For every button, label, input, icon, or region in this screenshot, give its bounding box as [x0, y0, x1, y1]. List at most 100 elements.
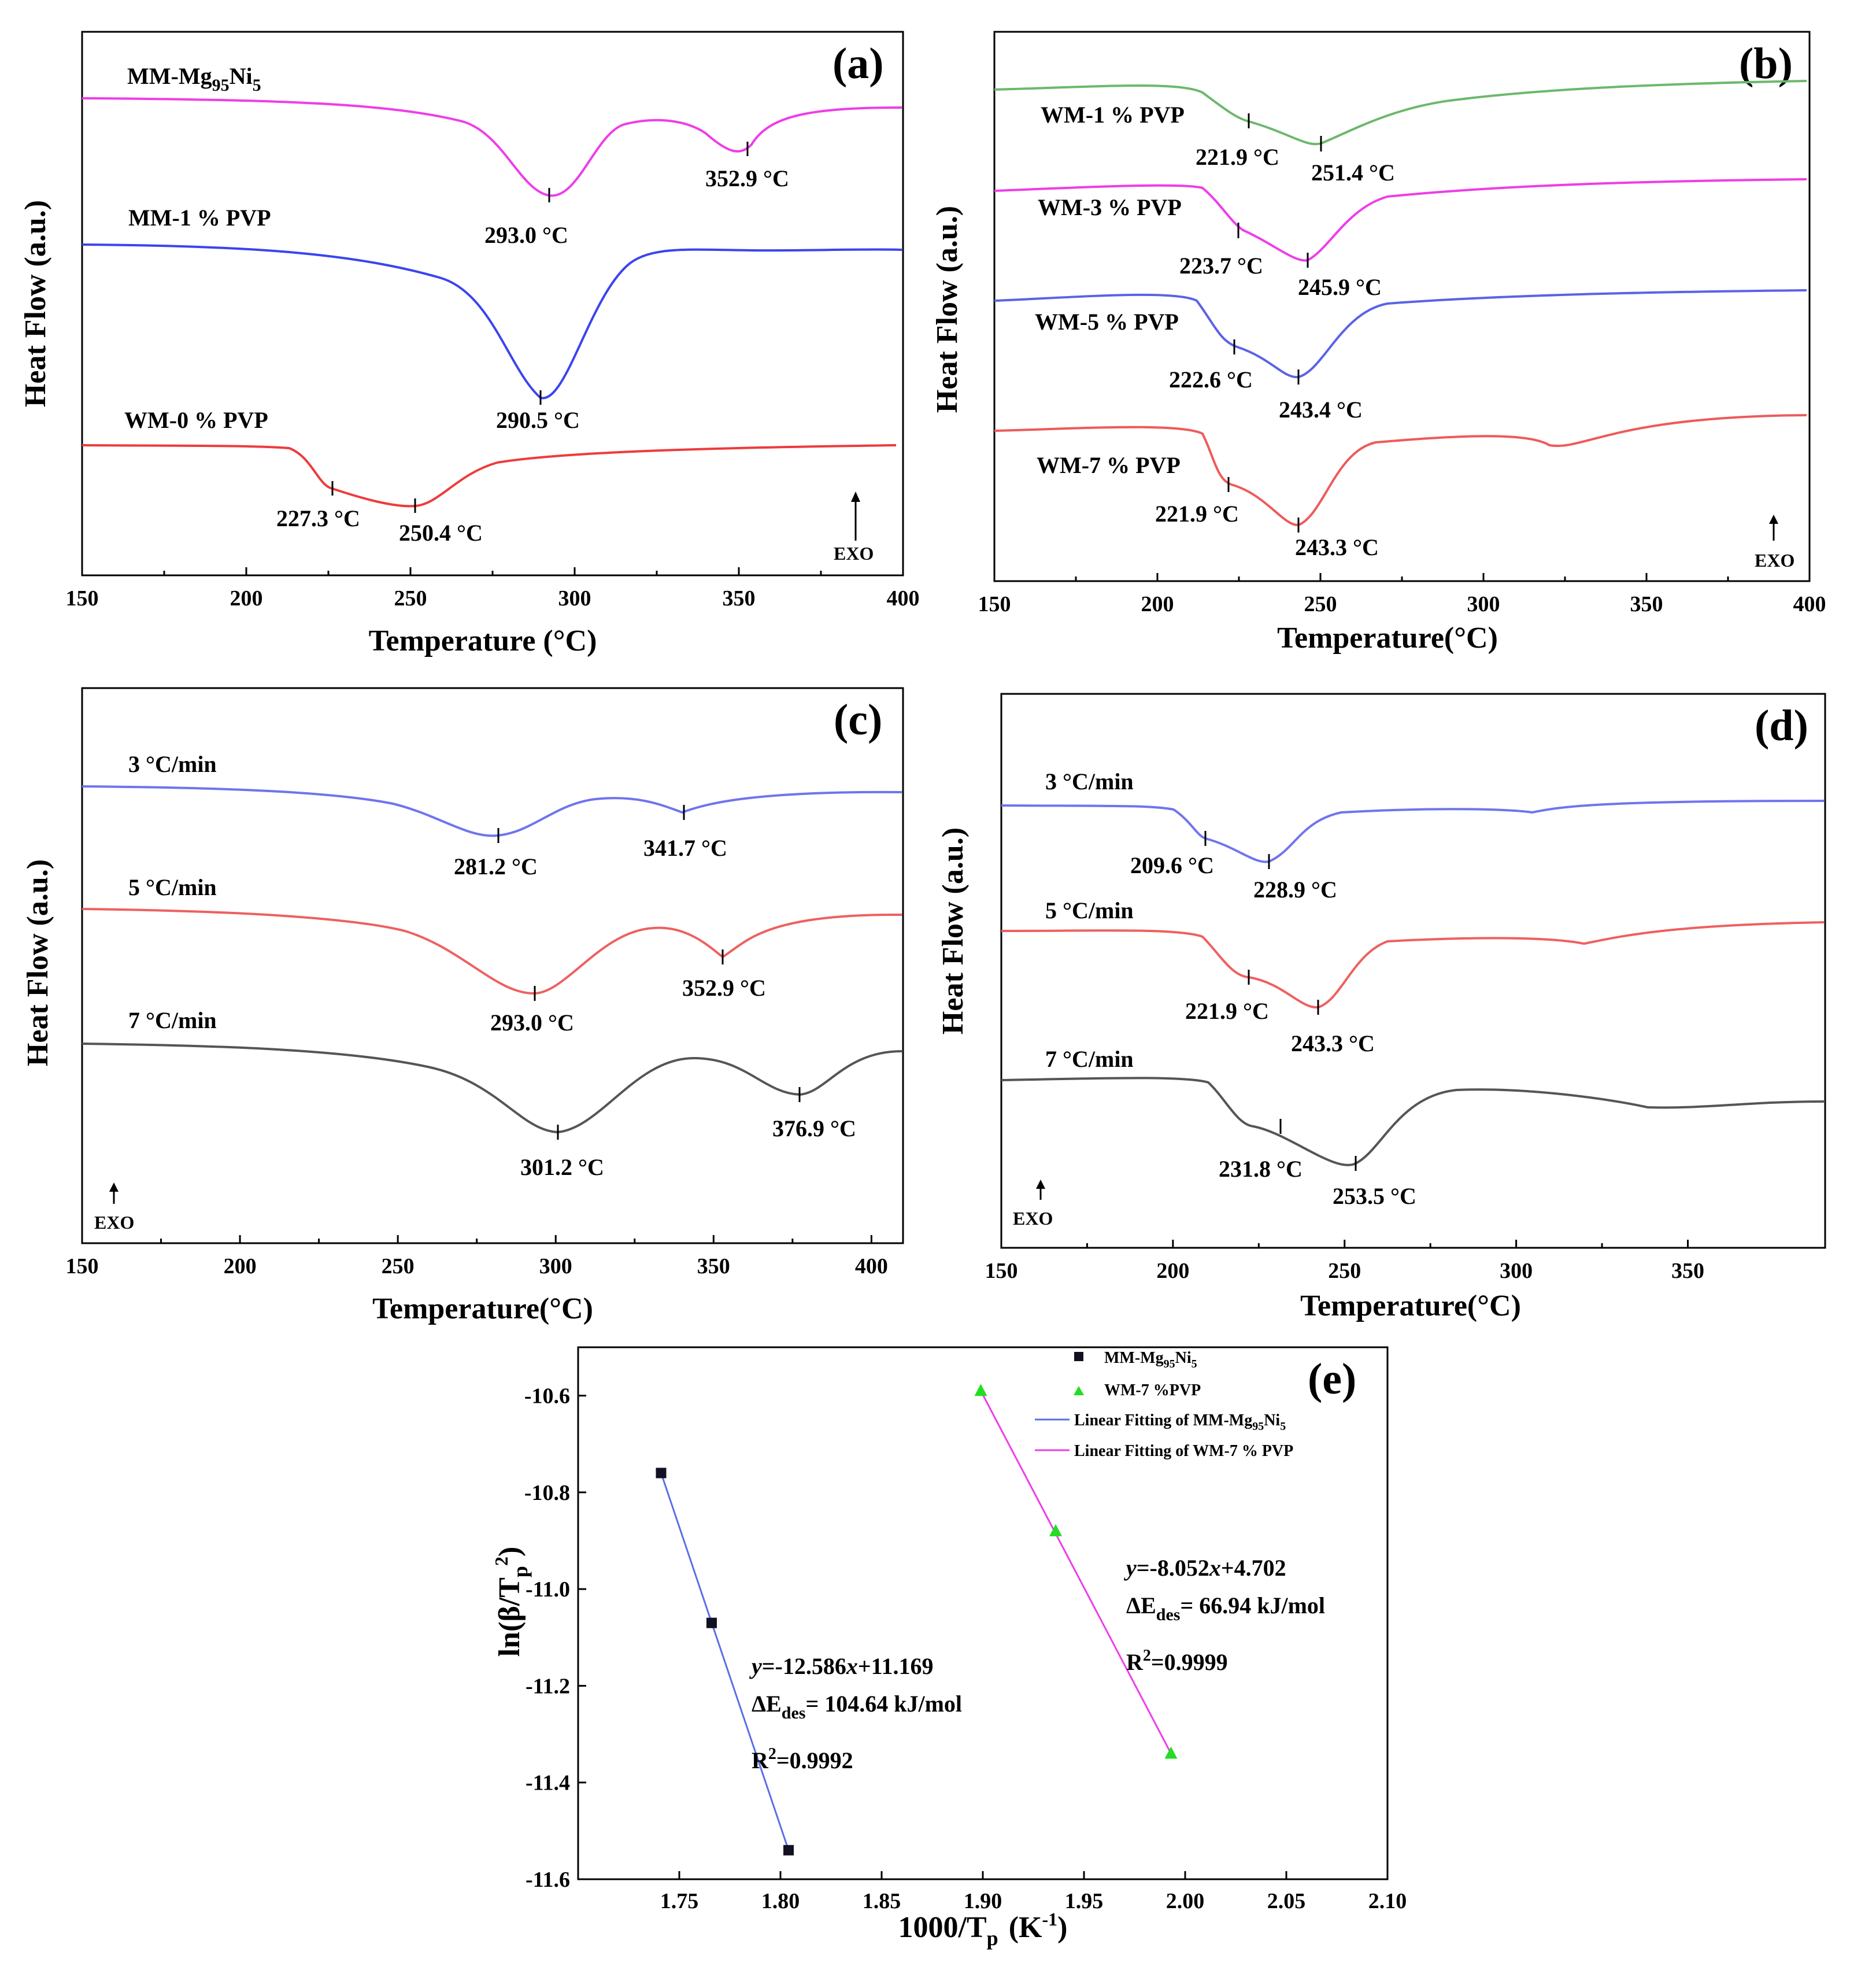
- data-point-square: [783, 1845, 794, 1856]
- peak-label: 222.6 °C: [1169, 367, 1253, 393]
- x-tick-label: 2.00: [1166, 1889, 1205, 1913]
- svg-text:EXO: EXO: [834, 543, 874, 564]
- curve-label-wm-0-pvp: WM-0 % PVP: [124, 407, 268, 433]
- exo-indicator: EXO: [94, 1182, 134, 1233]
- panel-d-x-axis: 150 200 250 300 350: [985, 1240, 1704, 1283]
- panel-d-label: (d): [1755, 701, 1808, 750]
- curve-label-wm-7-pvp: WM-7 % PVP: [1037, 452, 1181, 478]
- x-tick-label: 1.95: [1065, 1889, 1104, 1913]
- fit-annotation-wm: y=-8.052x+4.702 ΔEdes= 66.94 kJ/mol R2=0…: [1124, 1555, 1325, 1675]
- curve-3-c-min: [1001, 800, 1825, 863]
- panel-e-legend: MM-Mg95Ni5 WM-7 %PVP Linear Fitting of M…: [1035, 1349, 1293, 1460]
- x-tick-label: 200: [230, 586, 263, 611]
- x-tick-label: 150: [66, 1254, 99, 1278]
- panel-c-frame: [81, 687, 904, 1244]
- legend-wm-7-pvp: WM-7 %PVP: [1104, 1381, 1201, 1399]
- data-point-triangle: [1049, 1524, 1062, 1536]
- x-tick-label: 250: [1304, 592, 1337, 616]
- panel-c-label: (c): [834, 696, 882, 744]
- peak-label: 281.2 °C: [454, 853, 538, 879]
- x-tick-label: 150: [66, 586, 99, 611]
- peak-label: 228.9 °C: [1253, 877, 1337, 903]
- curve-mm-1-pvp: [82, 243, 902, 400]
- panel-c: (c) 150 200 250 300 350 400 Temperature(°C) H…: [21, 687, 904, 1325]
- svg-text:y=-12.586x+11.169: y=-12.586x+11.169: [749, 1653, 933, 1679]
- x-tick-label: 250: [1328, 1259, 1361, 1283]
- panel-e-fit-lines: [660, 1390, 1172, 1851]
- peak-label: 223.7 °C: [1179, 253, 1263, 279]
- curve-3-c-min: [82, 785, 902, 837]
- exo-indicator: EXO: [834, 491, 874, 564]
- curve-label-7-c-min: 7 °C/min: [1045, 1046, 1134, 1072]
- svg-text:R2=0.9999: R2=0.9999: [1126, 1647, 1228, 1675]
- x-tick-label: 2.10: [1368, 1889, 1407, 1913]
- svg-text:EXO: EXO: [1013, 1208, 1053, 1229]
- panel-c-x-axis: 150 200 250 300 350 400: [66, 1235, 888, 1278]
- svg-text:y=-8.052x+4.702: y=-8.052x+4.702: [1124, 1555, 1286, 1581]
- peak-label: 227.3 °C: [276, 505, 360, 531]
- x-tick-label: 200: [1156, 1259, 1189, 1283]
- curve-wm-7-pvp: [994, 414, 1807, 527]
- panel-b-label: (b): [1739, 39, 1793, 88]
- panel-c-x-axis-label: Temperature(°C): [372, 1292, 593, 1325]
- x-tick-label: 1.90: [964, 1889, 1002, 1913]
- svg-text:EXO: EXO: [1755, 550, 1794, 571]
- y-tick-label: -11.2: [526, 1674, 570, 1698]
- curve-7-c-min: [1001, 1077, 1825, 1166]
- panel-a-frame: [81, 31, 904, 576]
- x-tick-label: 400: [887, 586, 920, 611]
- x-tick-label: 400: [1793, 592, 1826, 616]
- x-tick-label: 350: [723, 586, 756, 611]
- peak-label: 250.4 °C: [399, 520, 483, 546]
- x-tick-label: 250: [394, 586, 427, 611]
- panel-e-x-axis: 1.75 1.80 1.85 1.90 1.95 2.00 2.05 2.10: [660, 1871, 1407, 1913]
- panel-e-label: (e): [1308, 1355, 1356, 1403]
- panel-a: (a) 150 200 250 300 350 400 Temperature (°C) …: [19, 31, 920, 657]
- panel-e-x-axis-label: 1000/Tp (K-1): [898, 1909, 1068, 1950]
- peak-label: 221.9 °C: [1155, 501, 1239, 527]
- panel-b-x-axis: 150 200 250 300 350 400: [978, 573, 1826, 616]
- x-tick-label: 1.85: [863, 1889, 901, 1913]
- x-tick-label: 150: [978, 592, 1011, 616]
- x-tick-label: 2.05: [1267, 1889, 1306, 1913]
- x-tick-label: 250: [382, 1254, 415, 1278]
- peak-label: 376.9 °C: [772, 1115, 856, 1141]
- panel-e-y-axis-label: ln(β/Tp2): [491, 1547, 532, 1657]
- x-tick-label: 300: [1500, 1259, 1533, 1283]
- svg-text:ΔEdes= 104.64 kJ/mol: ΔEdes= 104.64 kJ/mol: [752, 1691, 962, 1723]
- y-tick-label: -11.0: [526, 1577, 570, 1602]
- panel-a-label: (a): [832, 39, 884, 88]
- x-tick-label: 400: [855, 1254, 888, 1278]
- peak-label: 209.6 °C: [1130, 852, 1214, 878]
- peak-label: 221.9 °C: [1196, 144, 1279, 170]
- peak-label: 221.9 °C: [1185, 998, 1269, 1024]
- panel-b-x-axis-label: Temperature(°C): [1277, 622, 1498, 655]
- peak-label: 341.7 °C: [643, 835, 727, 861]
- curve-wm-0-pvp: [82, 444, 897, 508]
- fit-line-1: [980, 1390, 1172, 1754]
- curve-5-c-min: [1001, 921, 1825, 1009]
- y-tick-label: -10.8: [524, 1481, 570, 1505]
- curve-label-5-c-min: 5 °C/min: [128, 874, 217, 900]
- peak-label: 290.5 °C: [496, 407, 580, 433]
- fit-annotation-mm: y=-12.586x+11.169 ΔEdes= 104.64 kJ/mol R…: [749, 1653, 962, 1773]
- fit-line-0: [660, 1472, 790, 1851]
- x-tick-label: 300: [558, 586, 591, 611]
- peak-label: 243.3 °C: [1291, 1030, 1375, 1056]
- panel-c-y-axis-label: Heat Flow (a.u.): [21, 859, 54, 1066]
- curve-label-wm-5-pvp: WM-5 % PVP: [1035, 309, 1179, 335]
- panel-a-x-axis: 150 200 250 300 350 400: [66, 567, 920, 611]
- exo-indicator: EXO: [1755, 515, 1794, 571]
- panel-e-y-axis: -11.6 -11.4 -11.2 -11.0 -10.8 -10.6: [524, 1384, 586, 1892]
- panel-d: (d) 150 200 250 300 350 Temperature(°C) Heat…: [937, 693, 1826, 1322]
- panel-e: (e) 1.75 1.80 1.85 1.90 1.95 2.00 2.05 2.10 -11…: [491, 1346, 1407, 1950]
- x-tick-label: 1.80: [761, 1889, 800, 1913]
- x-tick-label: 200: [224, 1254, 257, 1278]
- peak-label: 243.4 °C: [1279, 397, 1363, 423]
- y-tick-label: -11.4: [526, 1771, 570, 1795]
- svg-text:ΔEdes= 66.94 kJ/mol: ΔEdes= 66.94 kJ/mol: [1126, 1592, 1325, 1624]
- x-tick-label: 150: [985, 1259, 1018, 1283]
- panel-b: (b) 150 200 250 300 350 400 Temperature(°C) H…: [931, 31, 1826, 655]
- legend-fit-wm: Linear Fitting of WM-7 % PVP: [1074, 1442, 1293, 1460]
